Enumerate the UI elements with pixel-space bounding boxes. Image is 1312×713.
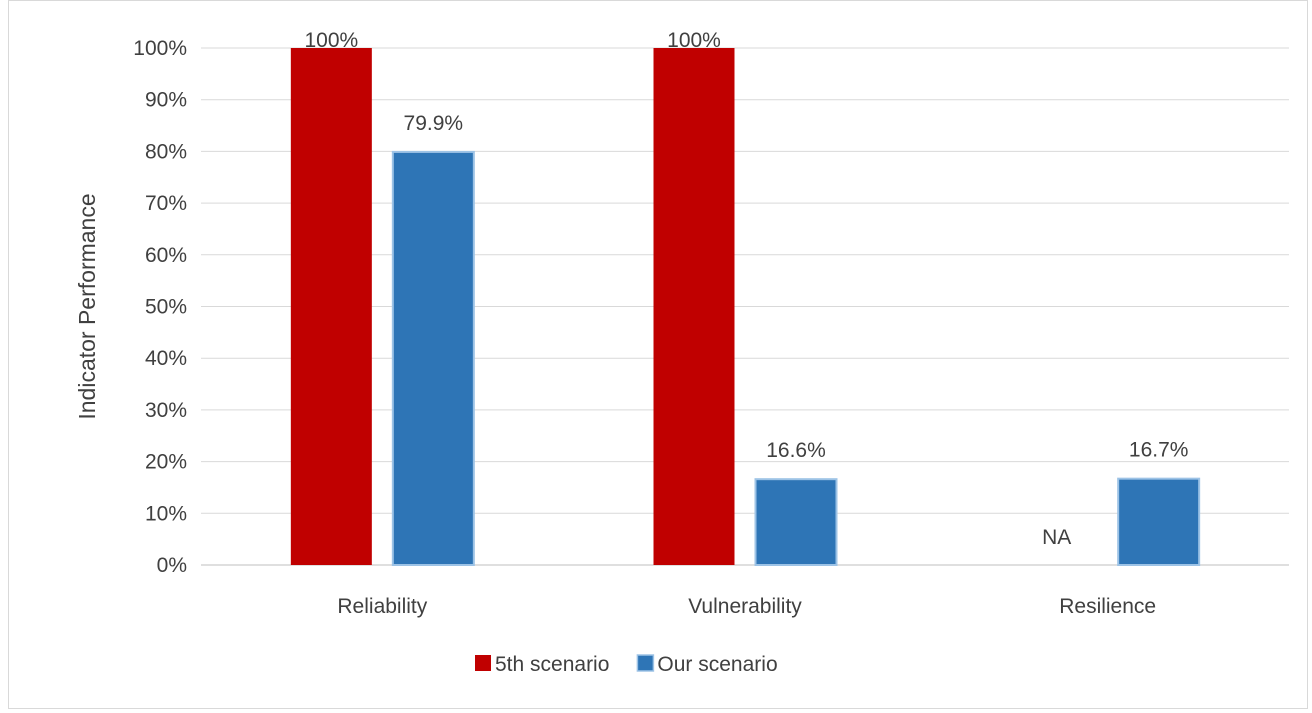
legend: 5th scenario Our scenario [475, 653, 778, 676]
x-axis-ticks: Reliability Vulnerability Resilience [337, 595, 1156, 618]
x-tick-label: Resilience [1059, 595, 1156, 618]
y-tick-label: 40% [145, 347, 187, 370]
y-tick-label: 100% [133, 37, 187, 60]
y-tick-label: 0% [157, 554, 187, 577]
y-axis-title: Indicator Performance [74, 193, 100, 419]
legend-label: Our scenario [657, 653, 777, 676]
y-tick-label: 10% [145, 502, 187, 525]
y-tick-label: 90% [145, 89, 187, 112]
y-tick-label: 20% [145, 451, 187, 474]
x-tick-label: Reliability [337, 595, 427, 618]
y-tick-label: 80% [145, 140, 187, 163]
data-label: 16.6% [766, 439, 826, 462]
y-tick-label: 50% [145, 296, 187, 319]
data-label: 79.9% [404, 112, 464, 135]
bars [290, 48, 1201, 567]
data-label: 100% [304, 29, 358, 52]
bar-5th-scenario [653, 48, 735, 565]
data-labels: 100% 79.9% 100% 16.6% NA 16.7% [304, 29, 1188, 549]
y-tick-label: 60% [145, 244, 187, 267]
legend-swatch [475, 655, 491, 671]
x-tick-label: Vulnerability [688, 595, 802, 618]
bar-our-scenario [391, 150, 475, 567]
data-label: 16.7% [1129, 439, 1189, 462]
y-tick-label: 30% [145, 399, 187, 422]
bar-chart: 0% 10% 20% 30% 40% 50% 60% 70% 80% 90% 100% 100% 79… [74, 29, 1289, 676]
data-label: 100% [667, 29, 721, 52]
gridlines [201, 47, 1289, 566]
y-tick-label: 70% [145, 192, 187, 215]
y-axis-ticks: 0% 10% 20% 30% 40% 50% 60% 70% 80% 90% 100% [133, 37, 187, 577]
bar-our-scenario [754, 478, 838, 567]
legend-label: 5th scenario [495, 653, 609, 676]
bar-5th-scenario [290, 48, 372, 565]
bar-our-scenario [1117, 477, 1201, 567]
legend-swatch [636, 654, 655, 672]
chart-frame: 0% 10% 20% 30% 40% 50% 60% 70% 80% 90% 100% 100% 79… [8, 0, 1308, 709]
data-label: NA [1042, 526, 1071, 549]
